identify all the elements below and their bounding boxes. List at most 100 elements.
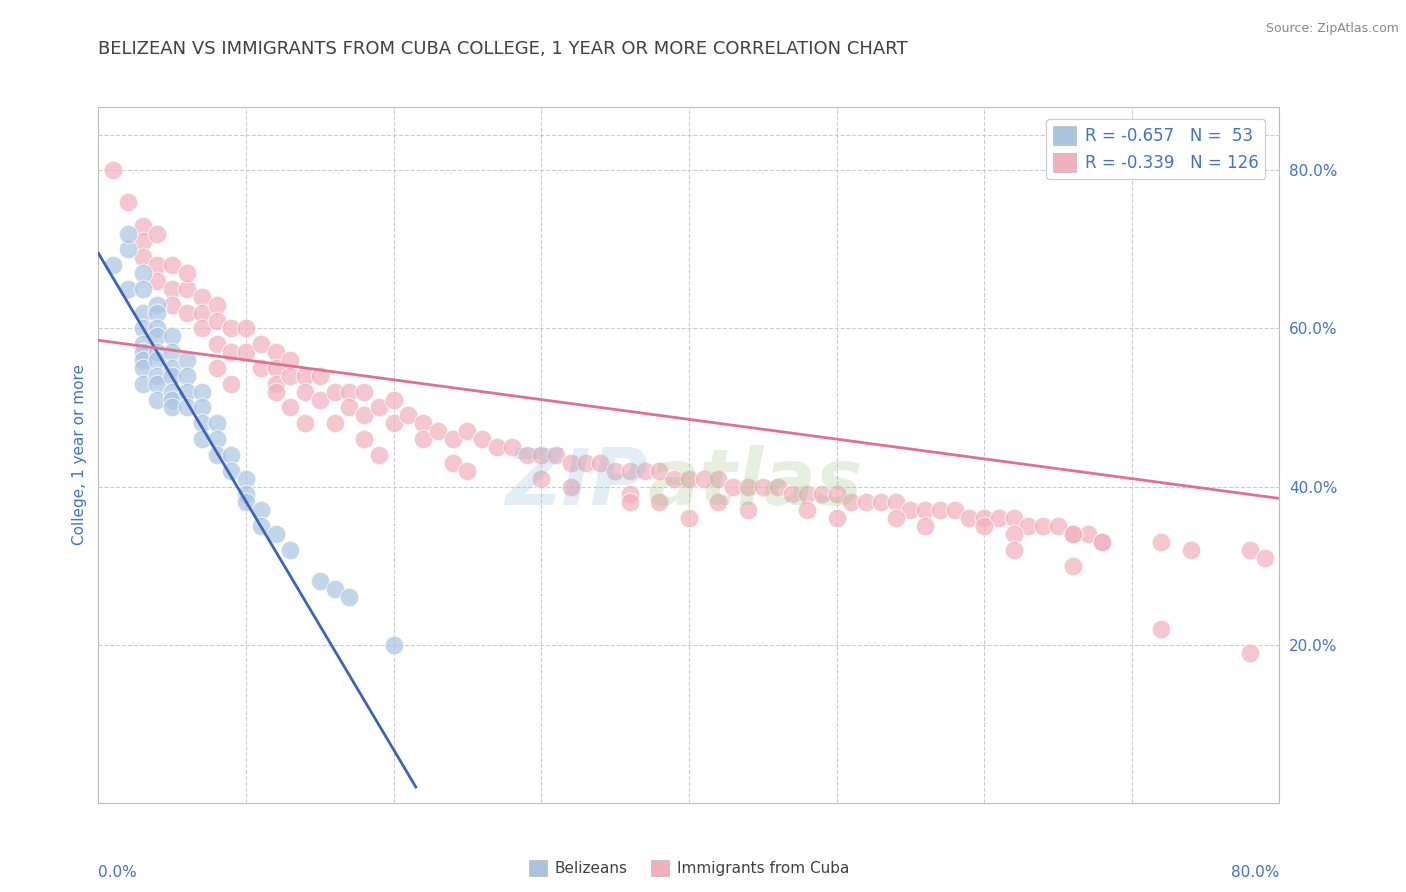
Point [294,384,316,399]
Point [501,440,523,454]
Point [191,321,214,335]
Point [264,384,287,399]
Point [766,479,789,493]
Point [959,511,981,525]
Point [191,401,214,415]
Point [1062,527,1084,541]
Point [427,424,450,438]
Point [146,258,169,272]
Point [456,464,478,478]
Point [176,401,198,415]
Point [589,456,612,470]
Point [382,638,405,652]
Point [1091,534,1114,549]
Point [1180,542,1202,557]
Point [1077,527,1099,541]
Point [162,329,183,343]
Point [1032,519,1054,533]
Point [619,464,641,478]
Point [162,401,183,415]
Point [191,432,214,446]
Point [737,503,759,517]
Point [574,456,596,470]
Point [441,456,464,470]
Text: BELIZEAN VS IMMIGRANTS FROM CUBA COLLEGE, 1 YEAR OR MORE CORRELATION CHART: BELIZEAN VS IMMIGRANTS FROM CUBA COLLEGE… [98,40,908,58]
Point [146,305,169,319]
Point [973,519,995,533]
Point [235,345,257,359]
Point [250,519,273,533]
Point [250,503,273,517]
Point [456,424,478,438]
Point [219,448,242,462]
Point [678,472,700,486]
Text: Source: ZipAtlas.com: Source: ZipAtlas.com [1265,22,1399,36]
Point [382,417,405,431]
Point [751,479,773,493]
Point [176,353,198,368]
Point [235,472,257,486]
Point [353,432,375,446]
Point [678,511,700,525]
Point [855,495,877,509]
Point [132,235,155,249]
Point [132,376,155,391]
Point [841,495,863,509]
Point [235,321,257,335]
Point [191,384,214,399]
Point [117,243,139,257]
Point [619,495,641,509]
Point [250,337,273,351]
Point [162,345,183,359]
Point [1002,511,1025,525]
Point [619,487,641,501]
Point [219,321,242,335]
Point [250,360,273,375]
Point [205,337,228,351]
Point [191,305,214,319]
Point [560,479,582,493]
Point [648,495,671,509]
Point [928,503,950,517]
Point [294,417,316,431]
Point [146,392,169,407]
Point [162,258,183,272]
Y-axis label: College, 1 year or more: College, 1 year or more [72,365,87,545]
Point [191,417,214,431]
Point [796,487,818,501]
Point [132,353,155,368]
Point [353,384,375,399]
Point [176,384,198,399]
Point [1254,550,1277,565]
Point [146,376,169,391]
Text: 80.0%: 80.0% [1232,865,1279,880]
Point [205,448,228,462]
Point [103,258,125,272]
Point [309,574,332,589]
Point [339,401,360,415]
Point [1239,542,1261,557]
Point [146,321,169,335]
Point [914,519,936,533]
Point [176,282,198,296]
Point [412,432,434,446]
Point [396,409,419,423]
Point [278,401,302,415]
Point [737,479,759,493]
Point [162,282,183,296]
Point [162,360,183,375]
Point [219,345,242,359]
Point [323,582,346,597]
Point [471,432,494,446]
Point [1239,646,1261,660]
Point [1046,519,1069,533]
Point [309,368,332,383]
Point [146,329,169,343]
Point [515,448,537,462]
Point [176,266,198,280]
Point [146,345,169,359]
Point [782,487,804,501]
Point [278,368,302,383]
Text: ZIP: ZIP [505,445,648,521]
Point [132,219,155,233]
